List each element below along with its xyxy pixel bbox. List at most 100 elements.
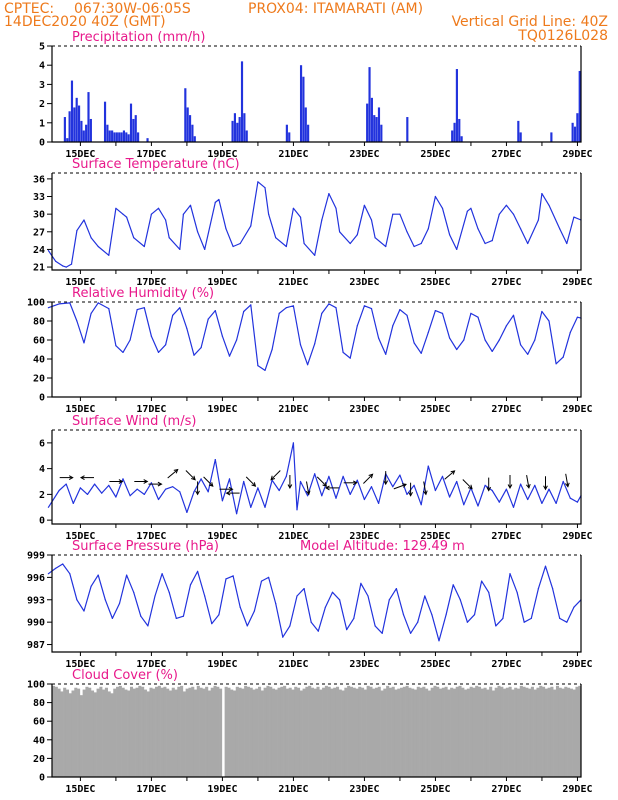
rh-point — [456, 348, 458, 351]
precip-bar — [113, 132, 116, 142]
temp-point — [268, 213, 270, 215]
wind-point — [569, 497, 571, 499]
temp-point — [466, 210, 468, 212]
press-ytick-label: 993 — [27, 595, 45, 606]
wind-point — [186, 511, 188, 513]
rh-ytick-label: 100 — [27, 298, 45, 309]
cloud-bar — [489, 686, 493, 777]
wind-point — [101, 492, 103, 494]
cloud-bar — [54, 686, 58, 777]
cloud-bar — [230, 689, 234, 777]
temp-ytick-label: 30 — [33, 210, 45, 221]
rh-xtick-label: 19DEC — [207, 404, 237, 415]
rh-xtick-label: 29DEC — [562, 404, 592, 415]
wind-arrow-head — [157, 481, 163, 487]
wind-xtick-label: 19DEC — [207, 531, 237, 542]
cloud-bar — [271, 688, 276, 777]
precip-bar — [406, 117, 409, 142]
temp-point — [182, 213, 184, 215]
rh-point — [385, 353, 387, 355]
press-point — [410, 632, 412, 634]
press-point — [438, 640, 440, 642]
cloud-bar — [569, 688, 573, 777]
press-point — [481, 580, 483, 582]
precip-title: Precipitation (mm/h) — [72, 30, 205, 45]
temp-xtick-label: 25DEC — [420, 277, 450, 288]
precip-ytick-label: 3 — [39, 80, 45, 91]
precip-bar — [66, 138, 69, 142]
wind-point — [129, 495, 131, 497]
rh-point — [292, 305, 294, 307]
cloud-bar — [397, 688, 401, 777]
cloud-bar — [121, 687, 125, 777]
temp-point — [250, 225, 252, 227]
precip-bar — [460, 136, 463, 142]
cloud-bar — [439, 688, 443, 777]
cloud-bar — [141, 686, 145, 777]
cloud-bar — [168, 690, 173, 777]
temp-xtick-label: 23DEC — [349, 277, 379, 288]
temp-xtick-label: 29DEC — [562, 277, 592, 288]
press-point — [509, 573, 511, 575]
precip-frame — [51, 46, 582, 143]
wind-point — [449, 496, 451, 498]
header-coords: 067:30W-06:05S — [74, 1, 191, 17]
precip-xtick-label: 17DEC — [136, 149, 166, 160]
press-point — [147, 625, 149, 627]
cloud-bar — [547, 687, 551, 777]
cloud-bar — [96, 688, 100, 777]
precip-bar — [366, 103, 369, 142]
wind-arrow-head — [118, 479, 124, 484]
rh-xtick-label: 17DEC — [136, 404, 166, 415]
cloud-bar — [380, 690, 384, 777]
cloud-bar — [567, 687, 571, 777]
press-point — [154, 595, 156, 597]
precip-bar — [115, 132, 118, 142]
press-point — [573, 606, 575, 608]
rh-ytick-label: 0 — [39, 393, 45, 404]
cloud-bar — [383, 688, 387, 777]
rh-point — [370, 308, 373, 310]
wind-point — [250, 506, 252, 508]
rh-point — [108, 308, 110, 310]
cloud-bar — [274, 689, 278, 777]
precip-bar — [285, 124, 288, 142]
cloud-panel: 0 20 40 60 80 100 15DEC 17DEC 19DEC 21DEC 23DEC 25D… — [27, 668, 593, 795]
press-point — [566, 621, 568, 623]
cloud-bar — [386, 685, 390, 777]
temp-point — [275, 237, 277, 239]
press-point — [246, 625, 248, 627]
wind-xtick-label: 17DEC — [136, 531, 166, 542]
press-ytick-label: 990 — [27, 618, 45, 629]
press-ytick-label: 987 — [27, 640, 45, 651]
wind-point — [356, 479, 358, 481]
rh-point — [129, 339, 131, 341]
press-point — [168, 591, 170, 593]
precip-bar — [129, 103, 133, 142]
wind-panel: 0 2 4 6 15DEC 17DEC 19DEC 21DEC 23DEC 25DEC 27DEC 2… — [39, 414, 593, 542]
cloud-bar — [213, 685, 217, 777]
cloud-bar — [413, 689, 418, 777]
cloud-bar — [135, 687, 139, 777]
wind-arrow-shaft — [270, 470, 281, 481]
temp-point — [456, 248, 458, 250]
cloud-bar — [177, 686, 181, 777]
press-point — [182, 615, 184, 617]
press-point — [83, 610, 85, 612]
cloud-xtick-label: 27DEC — [491, 784, 521, 795]
temp-point — [399, 213, 401, 215]
temp-point — [70, 263, 73, 265]
cloud-bar — [422, 686, 426, 777]
temp-point — [512, 213, 515, 215]
temp-point — [314, 254, 316, 256]
press-point — [126, 574, 128, 576]
wind-point — [221, 500, 223, 502]
wind-point — [321, 495, 323, 497]
wind-arrow-head — [450, 470, 456, 475]
cloud-bar — [427, 690, 431, 777]
cloud-bar — [555, 685, 560, 777]
cloud-bar — [528, 688, 532, 777]
cloud-bar — [277, 687, 281, 777]
cloud-bar — [118, 685, 122, 777]
rh-point — [157, 351, 160, 353]
